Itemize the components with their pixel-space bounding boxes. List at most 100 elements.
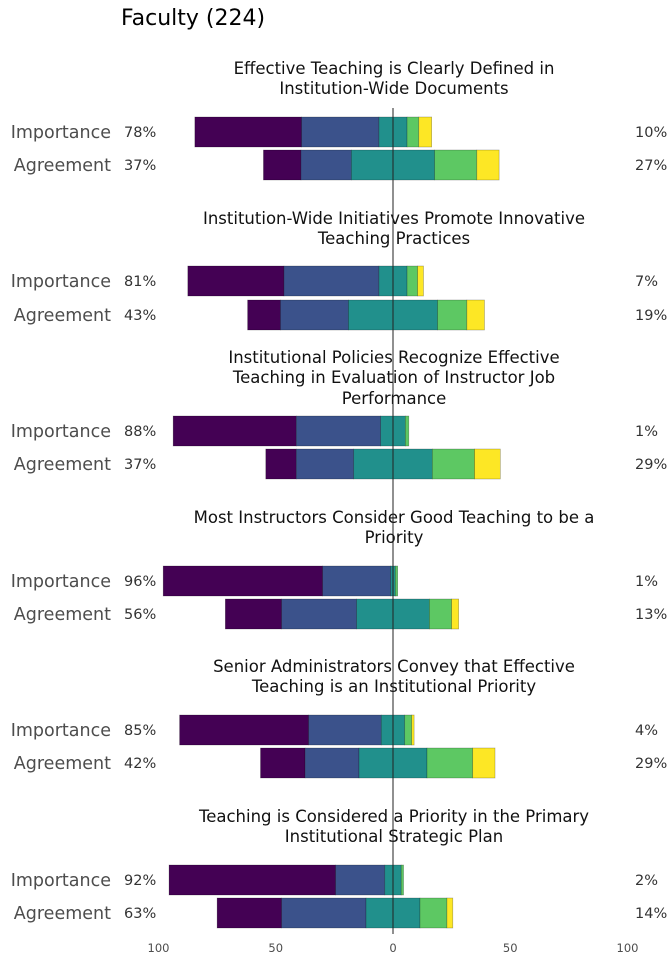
row-label: Agreement xyxy=(14,156,111,176)
bar-segment-2 xyxy=(283,265,380,297)
left-percent: 37% xyxy=(124,158,156,174)
bar-segment-2 xyxy=(300,149,352,181)
row-label: Importance xyxy=(11,871,111,891)
bar-segment-2 xyxy=(308,714,382,746)
left-percent: 85% xyxy=(124,723,156,739)
panel-title-line: Institution-Wide Documents xyxy=(279,79,508,98)
bar-segment-4 xyxy=(405,415,410,447)
right-percent: 1% xyxy=(635,424,658,440)
x-axis: 100 50 0 50 100 xyxy=(148,941,639,955)
bar-segment-1 xyxy=(179,714,309,746)
bar-segment-4 xyxy=(434,149,478,181)
bar-segment-4 xyxy=(429,598,452,630)
x-tick-label: 0 xyxy=(389,941,396,955)
bar-segment-4 xyxy=(431,448,475,480)
right-percent: 2% xyxy=(635,873,658,889)
bar-segment-2 xyxy=(280,299,349,331)
panel-title-line: Senior Administrators Convey that Effect… xyxy=(213,657,575,676)
bar-segment-2 xyxy=(335,864,386,896)
row-agreement: Agreement 56% 13% xyxy=(14,598,667,630)
row-importance: Importance 81% 7% xyxy=(11,265,658,297)
bar-segment-4 xyxy=(395,565,399,597)
left-percent: 78% xyxy=(124,125,156,141)
left-percent: 56% xyxy=(124,607,156,623)
row-agreement: Agreement 37% 27% xyxy=(14,149,667,181)
left-percent: 96% xyxy=(124,574,156,590)
panel-title-line: Institutional Strategic Plan xyxy=(285,827,503,846)
chart-title: Faculty (224) xyxy=(121,6,265,31)
bar-segment-4 xyxy=(400,864,404,896)
panel-title-line: Teaching is an Institutional Priority xyxy=(251,677,536,696)
panel-4: Most Instructors Consider Good Teaching … xyxy=(11,508,667,630)
left-percent: 92% xyxy=(124,873,156,889)
panel-2: Institution-Wide Initiatives Promote Inn… xyxy=(11,209,667,331)
bar-segment-5 xyxy=(446,897,454,929)
bar-segment-5 xyxy=(466,299,485,331)
bar-segment-5 xyxy=(418,116,432,148)
x-tick-label: 100 xyxy=(617,941,639,955)
bar-segment-1 xyxy=(247,299,281,331)
right-percent: 1% xyxy=(635,574,658,590)
bar-segment-5 xyxy=(451,598,459,630)
row-importance: Importance 85% 4% xyxy=(11,714,658,746)
row-importance: Importance 92% 2% xyxy=(11,864,658,896)
row-label: Agreement xyxy=(14,455,111,475)
bar-segment-5 xyxy=(472,747,496,779)
bar-segment-5 xyxy=(476,149,500,181)
panel-title-line: Priority xyxy=(365,528,424,547)
bar-segment-1 xyxy=(187,265,285,297)
panel-title-line: Institution-Wide Initiatives Promote Inn… xyxy=(203,209,585,228)
right-percent: 7% xyxy=(635,274,658,290)
row-label: Importance xyxy=(11,123,111,143)
bar-segment-5 xyxy=(417,265,424,297)
bar-segment-1 xyxy=(260,747,306,779)
row-label: Importance xyxy=(11,272,111,292)
bar-segment-4 xyxy=(419,897,448,929)
bar-segment-2 xyxy=(281,897,367,929)
right-percent: 10% xyxy=(635,125,667,141)
panel-5: Senior Administrators Convey that Effect… xyxy=(11,657,667,779)
bar-segment-1 xyxy=(265,448,297,480)
bar-segment-1 xyxy=(194,116,302,148)
row-agreement: Agreement 42% 29% xyxy=(14,747,667,779)
row-importance: Importance 96% 1% xyxy=(11,565,658,597)
left-percent: 42% xyxy=(124,756,156,772)
row-agreement: Agreement 37% 29% xyxy=(14,448,667,480)
bar-segment-5 xyxy=(411,714,415,746)
row-label: Agreement xyxy=(14,605,111,625)
panel-1: Effective Teaching is Clearly Defined in… xyxy=(11,59,667,181)
panel-3: Institutional Policies Recognize Effecti… xyxy=(11,348,667,480)
row-importance: Importance 78% 10% xyxy=(11,116,667,148)
row-label: Agreement xyxy=(14,904,111,924)
bar-segment-2 xyxy=(281,598,357,630)
bar-segment-1 xyxy=(162,565,323,597)
bar-segment-4 xyxy=(404,714,413,746)
left-percent: 81% xyxy=(124,274,156,290)
x-tick-label: 50 xyxy=(268,941,283,955)
panel-title-line: Effective Teaching is Clearly Defined in xyxy=(234,59,555,78)
panel-title-line: Most Instructors Consider Good Teaching … xyxy=(194,508,595,527)
bar-segment-4 xyxy=(406,116,420,148)
row-label: Importance xyxy=(11,721,111,741)
bar-segment-2 xyxy=(295,415,381,447)
panel-6: Teaching is Considered a Priority in the… xyxy=(11,807,667,929)
panels: Effective Teaching is Clearly Defined in… xyxy=(11,59,667,929)
bar-segment-2 xyxy=(322,565,391,597)
row-label: Importance xyxy=(11,422,111,442)
row-agreement: Agreement 43% 19% xyxy=(14,299,667,331)
bar-segment-1 xyxy=(216,897,282,929)
right-percent: 14% xyxy=(635,906,667,922)
row-label: Agreement xyxy=(14,306,111,326)
right-percent: 27% xyxy=(635,158,667,174)
bar-segment-4 xyxy=(437,299,468,331)
x-tick-label: 100 xyxy=(148,941,170,955)
bar-segment-2 xyxy=(295,448,355,480)
right-percent: 13% xyxy=(635,607,667,623)
panel-title-line: Performance xyxy=(342,389,447,408)
bar-segment-2 xyxy=(304,747,360,779)
bar-segment-2 xyxy=(301,116,380,148)
panel-title-line: Institutional Policies Recognize Effecti… xyxy=(228,348,559,367)
row-agreement: Agreement 63% 14% xyxy=(14,897,667,929)
bar-segment-1 xyxy=(225,598,282,630)
